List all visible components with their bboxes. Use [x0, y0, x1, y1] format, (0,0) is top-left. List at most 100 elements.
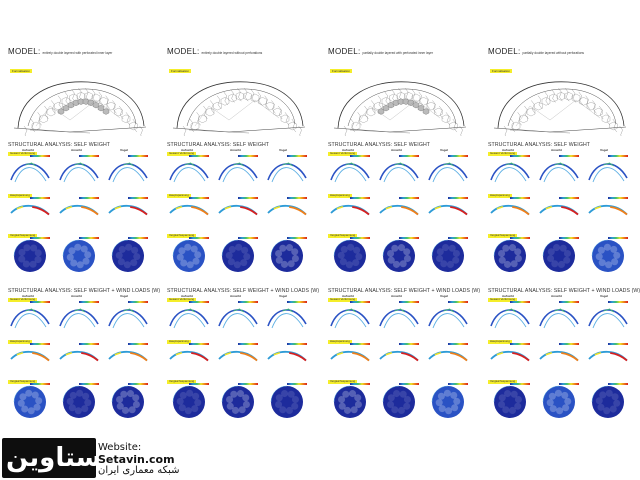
- stress-panel: [488, 384, 532, 424]
- color-scale-bar: [79, 343, 99, 345]
- stress-panel: [328, 198, 372, 232]
- color-scale-bar: [79, 301, 99, 303]
- stress-panel: [265, 302, 309, 336]
- stress-panel: [537, 302, 581, 336]
- stress-panel: [167, 156, 211, 190]
- color-scale-bar: [189, 383, 209, 385]
- stress-panel: [488, 238, 532, 278]
- color-scale-bar: [128, 343, 148, 345]
- color-scale-bar: [510, 343, 530, 345]
- stress-panel: [57, 238, 101, 278]
- stress-panel: [488, 198, 532, 232]
- row-tag: Vergleichsspannung: [167, 379, 197, 384]
- color-scale-bar: [448, 155, 468, 157]
- panel-header: Vogel: [120, 294, 128, 298]
- section-title: STRUCTURAL ANALYSIS: SELF WEIGHT: [167, 142, 270, 148]
- stress-panel: [426, 198, 470, 232]
- row-tag: Gesamt Verformung: [488, 151, 518, 156]
- stress-panel: [57, 156, 101, 190]
- model-description: partially double layered with perforated…: [362, 51, 434, 55]
- color-scale-bar: [448, 237, 468, 239]
- stress-panel: [537, 384, 581, 424]
- color-scale-bar: [399, 237, 419, 239]
- color-scale-bar: [128, 155, 148, 157]
- color-scale-bar: [448, 383, 468, 385]
- stress-panel: [57, 344, 101, 378]
- stress-panel: [426, 238, 470, 278]
- stress-panel: [8, 344, 52, 378]
- stress-panel: [106, 344, 150, 378]
- row-tag: Vergleichsspannung: [8, 233, 38, 238]
- color-scale-bar: [350, 155, 370, 157]
- stress-panel: [265, 238, 309, 278]
- website-label: Website:: [98, 442, 142, 453]
- stress-panel: [167, 344, 211, 378]
- color-scale-bar: [128, 383, 148, 385]
- panel-header: Aufsicht: [502, 294, 514, 298]
- stress-panel: [377, 156, 421, 190]
- stress-panel: [426, 156, 470, 190]
- section-title: STRUCTURAL ANALYSIS: SELF WEIGHT: [328, 142, 431, 148]
- stress-panel: [426, 302, 470, 336]
- color-scale-bar: [189, 197, 209, 199]
- stress-panel: [586, 238, 630, 278]
- stress-panel: [488, 302, 532, 336]
- color-scale-bar: [238, 197, 258, 199]
- panel-header: Ansicht: [230, 294, 242, 298]
- stress-panel: [328, 344, 372, 378]
- panel-header: Ansicht: [71, 294, 83, 298]
- stress-panel: [8, 384, 52, 424]
- color-scale-bar: [30, 155, 50, 157]
- model-title: MODEL: partially double layered without p…: [488, 47, 584, 56]
- model-description: partially double layered without perfora…: [522, 51, 584, 55]
- row-tag: Vergleichsspannung: [167, 233, 197, 238]
- color-scale-bar: [30, 197, 50, 199]
- dome-model-render: [169, 76, 309, 140]
- color-scale-bar: [79, 155, 99, 157]
- color-scale-bar: [510, 237, 530, 239]
- row-tag: Gesamt Verformung: [8, 297, 38, 302]
- row-tag: Gesamt Verformung: [488, 297, 518, 302]
- model-label: MODEL:: [328, 47, 361, 56]
- color-scale-bar: [79, 383, 99, 385]
- website-url: Setavin.com: [98, 453, 175, 466]
- panel-header: Aufsicht: [342, 294, 354, 298]
- color-scale-bar: [189, 343, 209, 345]
- stress-panel: [537, 344, 581, 378]
- stress-panel: [265, 198, 309, 232]
- color-scale-bar: [287, 197, 307, 199]
- section-title: STRUCTURAL ANALYSIS: SELF WEIGHT + WIND …: [167, 288, 320, 294]
- color-scale-bar: [559, 237, 579, 239]
- color-scale-bar: [399, 301, 419, 303]
- color-scale-bar: [128, 301, 148, 303]
- color-scale-bar: [128, 237, 148, 239]
- panel-header: Vogel: [440, 148, 448, 152]
- stress-panel: [265, 156, 309, 190]
- row-tag: Vergleichsspannung: [8, 379, 38, 384]
- color-scale-bar: [287, 383, 307, 385]
- stress-panel: [8, 198, 52, 232]
- stress-panel: [106, 384, 150, 424]
- site-logo: [2, 438, 96, 478]
- color-scale-bar: [399, 343, 419, 345]
- panel-header: Aufsicht: [502, 148, 514, 152]
- stress-panel: [328, 302, 372, 336]
- stress-panel: [216, 384, 260, 424]
- panel-header: Aufsicht: [22, 148, 34, 152]
- stress-panel: [377, 198, 421, 232]
- stress-panel: [537, 198, 581, 232]
- color-scale-bar: [30, 383, 50, 385]
- stress-panel: [167, 238, 211, 278]
- stress-panel: [426, 344, 470, 378]
- panel-header: Vogel: [600, 148, 608, 152]
- stress-panel: [537, 238, 581, 278]
- color-scale-bar: [608, 343, 628, 345]
- panel-header: Vogel: [440, 294, 448, 298]
- stress-panel: [426, 384, 470, 424]
- stress-panel: [216, 156, 260, 190]
- color-scale-bar: [350, 383, 370, 385]
- color-scale-bar: [608, 197, 628, 199]
- model-column: MODEL: partially double layered with perf…: [324, 0, 480, 440]
- section-title: STRUCTURAL ANALYSIS: SELF WEIGHT: [8, 142, 111, 148]
- formalisation-tag: Formalisation: [169, 69, 192, 73]
